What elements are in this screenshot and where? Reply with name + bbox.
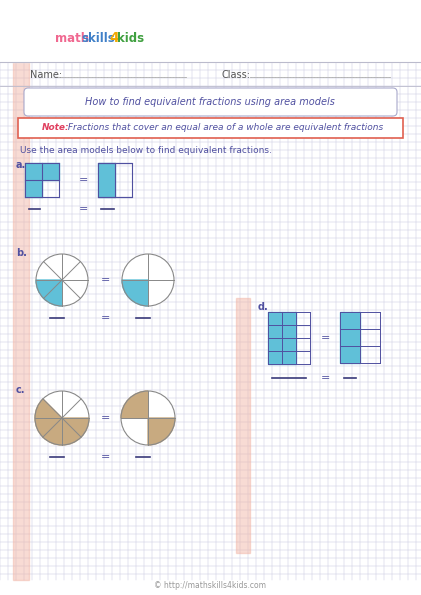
Bar (98, 163, 115, 197)
Text: =: = (100, 413, 110, 423)
Wedge shape (35, 399, 62, 418)
Text: =: = (78, 204, 88, 214)
Text: =: = (321, 373, 330, 383)
Bar (268, 351, 282, 364)
Text: skills: skills (81, 32, 115, 45)
Text: d.: d. (258, 302, 269, 312)
Bar (282, 351, 296, 364)
Bar (25, 163, 42, 180)
Bar (340, 329, 360, 346)
Bar (18, 118, 403, 138)
Bar (42, 163, 59, 180)
Text: Class:: Class: (222, 70, 251, 80)
Text: Fractions that cover an equal area of a whole are equivalent fractions: Fractions that cover an equal area of a … (65, 124, 383, 133)
Bar (268, 338, 282, 351)
Text: 4: 4 (109, 31, 119, 45)
Text: Use the area models below to find equivalent fractions.: Use the area models below to find equiva… (20, 146, 272, 155)
Wedge shape (122, 280, 148, 306)
Text: Note:: Note: (42, 124, 69, 133)
Text: kids: kids (117, 32, 144, 45)
Bar (98, 163, 132, 197)
Wedge shape (121, 391, 148, 418)
Wedge shape (36, 280, 62, 298)
Text: How to find equivalent fractions using area models: How to find equivalent fractions using a… (85, 97, 335, 107)
Bar (282, 312, 296, 325)
Bar (340, 312, 360, 329)
Text: c.: c. (16, 385, 26, 395)
Wedge shape (62, 418, 89, 437)
Wedge shape (44, 280, 62, 306)
Text: =: = (321, 333, 330, 343)
Bar (0, 0, 421, 62)
Bar (25, 180, 42, 197)
Text: a.: a. (16, 160, 26, 170)
Bar (282, 325, 296, 338)
Text: math: math (55, 32, 89, 45)
Bar (282, 338, 296, 351)
Bar (268, 312, 282, 325)
FancyBboxPatch shape (24, 88, 397, 116)
Wedge shape (36, 254, 88, 306)
Bar (340, 346, 360, 363)
Wedge shape (35, 418, 62, 437)
Bar (268, 325, 282, 338)
Wedge shape (35, 391, 89, 445)
Text: =: = (100, 452, 110, 462)
Bar (236, 298, 250, 553)
Bar (13, 62, 29, 580)
Wedge shape (62, 418, 81, 445)
Text: Name:: Name: (30, 70, 62, 80)
Text: =: = (78, 175, 88, 185)
Wedge shape (122, 254, 174, 306)
Text: =: = (100, 275, 110, 285)
Wedge shape (148, 418, 175, 445)
Wedge shape (43, 418, 62, 445)
Text: =: = (100, 313, 110, 323)
Text: © http://mathskills4kids.com: © http://mathskills4kids.com (155, 581, 266, 590)
Wedge shape (121, 391, 175, 445)
Text: b.: b. (16, 248, 27, 258)
